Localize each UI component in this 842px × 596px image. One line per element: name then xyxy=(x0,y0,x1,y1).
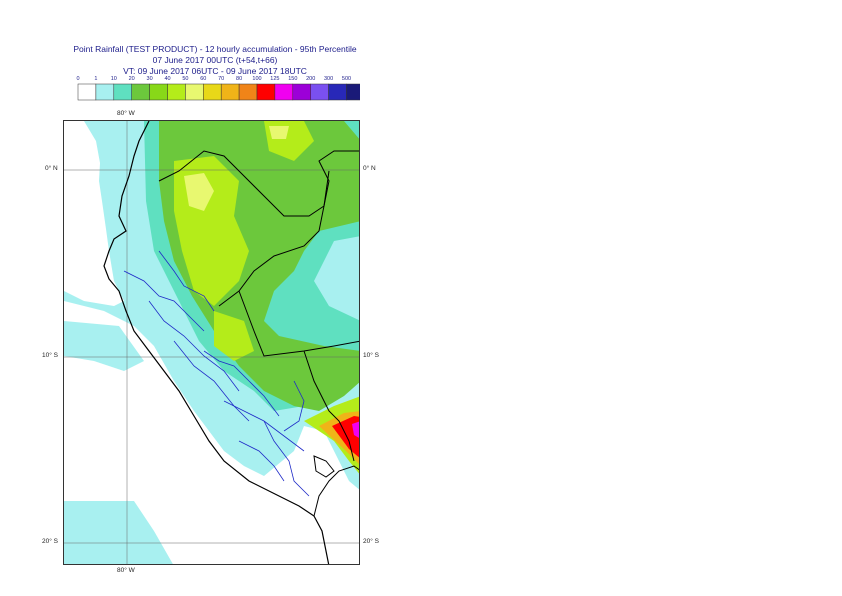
forecast-base-time: 07 June 2017 00UTC (t+54,t+66) xyxy=(152,55,278,65)
yellow-precip-patch xyxy=(184,173,214,211)
legend-tick-label: 50 xyxy=(182,76,189,82)
lon-label-top: 80° W xyxy=(117,110,135,117)
legend-swatch xyxy=(203,83,222,101)
legend-swatch xyxy=(310,83,329,101)
legend-swatch xyxy=(95,83,115,101)
legend-tick-label: 1 xyxy=(94,76,98,82)
legend-swatch xyxy=(292,83,311,101)
legend-tick-label: 100 xyxy=(252,76,262,82)
legend-swatch xyxy=(185,83,204,101)
legend-tick-label: 150 xyxy=(288,76,298,82)
lat-label-10s-left: 10° S xyxy=(42,352,58,359)
legend-tick-label: 40 xyxy=(164,76,171,82)
legend-tick-label: 0 xyxy=(76,76,80,82)
border-peru-brazil xyxy=(238,290,359,357)
border-peru-colombia-brazil xyxy=(218,170,330,307)
border-bolivia-chile xyxy=(313,465,359,517)
lat-label-0-left: 0° N xyxy=(45,165,58,172)
legend-tick-label: 200 xyxy=(306,76,316,82)
border-ecuador-colombia xyxy=(158,150,359,217)
lat-label-20s-left: 20° S xyxy=(42,538,58,545)
legend-swatch xyxy=(238,83,258,101)
regional-borders xyxy=(123,250,310,497)
lime-precip-field-central xyxy=(214,311,254,361)
legend-swatch xyxy=(167,83,186,101)
red-precip-core xyxy=(332,416,359,458)
rainfall-map xyxy=(63,120,360,565)
legend-tick-label: 60 xyxy=(200,76,207,82)
lon-label-bottom: 80° W xyxy=(117,567,135,574)
lat-label-20s-right: 20° S xyxy=(363,538,379,545)
legend-swatch xyxy=(256,83,276,101)
low-precip-south-ocean xyxy=(64,501,173,564)
legend-swatch xyxy=(113,83,132,101)
legend-tick-label: 10 xyxy=(110,76,117,82)
dry-area-south xyxy=(64,301,359,564)
low-precip-ocean-mid xyxy=(64,321,144,371)
legend-swatch xyxy=(346,83,360,101)
dry-ocean-north xyxy=(64,121,124,306)
yellow-precip-patch-north xyxy=(269,126,289,139)
validity-time: VT: 09 June 2017 06UTC - 09 June 2017 18… xyxy=(123,66,307,76)
lake-titicaca xyxy=(313,455,335,478)
map-canvas xyxy=(64,121,359,564)
legend-swatch xyxy=(220,83,240,101)
coastline xyxy=(103,121,330,564)
legend-tick-label: 125 xyxy=(270,76,280,82)
lat-label-10s-right: 10° S xyxy=(363,352,379,359)
legend-tick-label: 300 xyxy=(324,76,334,82)
chart-title: Point Rainfall (TEST PRODUCT) - 12 hourl… xyxy=(73,44,357,54)
legend-swatch xyxy=(274,83,294,101)
legend-swatch xyxy=(77,83,97,101)
legend-tick-label: 30 xyxy=(146,76,153,82)
legend-tick-label: 70 xyxy=(218,76,225,82)
legend-tick-label: 500 xyxy=(341,76,352,82)
border-peru-bolivia xyxy=(303,350,355,462)
legend-bar xyxy=(77,83,360,101)
legend-tick-label: 20 xyxy=(128,76,135,82)
legend-swatch xyxy=(131,83,150,101)
legend-swatch xyxy=(328,83,347,101)
legend-tick-label: 80 xyxy=(236,76,243,82)
legend-swatch xyxy=(149,83,168,101)
lat-label-0-right: 0° N xyxy=(363,165,376,172)
magenta-precip-core xyxy=(352,421,359,438)
